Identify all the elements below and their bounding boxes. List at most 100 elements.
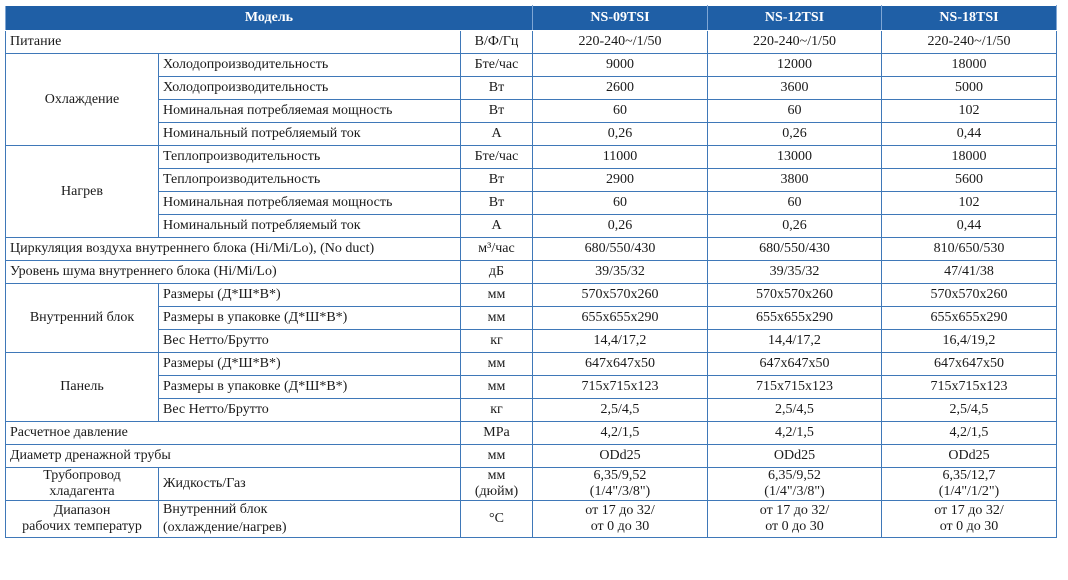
value-line: (1/4"/1/2")	[938, 484, 1000, 499]
cell-value: ODd25	[881, 444, 1057, 468]
value-line: от 17 до 32/	[934, 503, 1004, 518]
row-unit: Бте/час	[460, 145, 533, 169]
row-label: Уровень шума внутреннего блока (Hi/Mi/Lo…	[5, 260, 461, 284]
cell-value: 570x570x260	[532, 283, 708, 307]
table-row: Номинальная потребляемая мощность Вт 60 …	[6, 191, 1057, 215]
row-label: Номинальный потребляемый ток	[158, 122, 461, 146]
row-unit: мм	[460, 375, 533, 399]
cell-value: 220-240~/1/50	[881, 30, 1057, 54]
group-label: Панель	[5, 352, 159, 422]
value-line: от 0 до 30	[939, 519, 999, 534]
row-label: Циркуляция воздуха внутреннего блока (Hi…	[5, 237, 461, 261]
cell-value: 6,35/12,7 (1/4"/1/2")	[881, 467, 1057, 501]
cell-value: от 17 до 32/ от 0 до 30	[707, 500, 882, 538]
table-row: Уровень шума внутреннего блока (Hi/Mi/Lo…	[5, 260, 1057, 284]
row-unit: мм	[460, 283, 533, 307]
model-header: Модель	[5, 5, 533, 31]
cell-value: 4,2/1,5	[707, 421, 882, 445]
value-line: от 0 до 30	[765, 519, 824, 534]
cell-value: от 17 до 32/ от 0 до 30	[881, 500, 1057, 538]
row-unit: Вт	[460, 191, 533, 215]
cell-value: 680/550/430	[707, 237, 882, 261]
cell-value: 39/35/32	[707, 260, 882, 284]
cell-value: 14,4/17,2	[707, 329, 882, 353]
cell-value: 655x655x290	[707, 306, 882, 330]
cell-value: 5600	[881, 168, 1057, 192]
table-row: Номинальный потребляемый ток А 0,26 0,26…	[6, 214, 1057, 238]
group-label: Внутренний блок	[5, 283, 159, 353]
value-line: 6,35/12,7	[942, 468, 996, 484]
cell-value: 13000	[707, 145, 882, 169]
group-label: Трубопровод хладагента	[5, 467, 159, 501]
group-label-line: Диапазон	[53, 503, 111, 518]
cell-value: 102	[881, 191, 1057, 215]
table-row: Питание В/Ф/Гц 220-240~/1/50 220-240~/1/…	[5, 30, 1057, 54]
cell-value: 680/550/430	[532, 237, 708, 261]
value-line: от 17 до 32/	[759, 503, 830, 518]
group-label-line: Трубопровод	[43, 468, 121, 484]
group-label: Охлаждение	[5, 53, 159, 146]
cell-value: 6,35/9,52 (1/4"/3/8")	[707, 467, 882, 501]
cell-value: 16,4/19,2	[881, 329, 1057, 353]
cell-value: 3800	[707, 168, 882, 192]
table-row: Панель Размеры (Д*Ш*В*) мм 647x647x50 64…	[5, 352, 1057, 422]
row-unit: °C	[460, 500, 533, 538]
table-row: Размеры в упаковке (Д*Ш*В*) мм 655x655x2…	[6, 306, 1057, 330]
cell-value: 0,44	[881, 214, 1057, 238]
cell-value: 0,26	[707, 214, 882, 238]
row-unit: Вт	[460, 76, 533, 100]
cell-value: 2,5/4,5	[881, 398, 1057, 422]
cell-value: 3600	[707, 76, 882, 100]
cell-value: 220-240~/1/50	[707, 30, 882, 54]
cell-value: 0,26	[532, 214, 708, 238]
row-unit: Бте/час	[460, 53, 533, 77]
cell-value: 570x570x260	[707, 283, 882, 307]
value-line: от 17 до 32/	[585, 503, 655, 518]
cell-value: 11000	[532, 145, 708, 169]
cell-value: 2,5/4,5	[532, 398, 708, 422]
group-label: Диапазон рабочих температур	[5, 500, 159, 538]
group-label-line: рабочих температур	[22, 519, 142, 534]
row-unit: мм	[460, 444, 533, 468]
cell-value: 2900	[532, 168, 708, 192]
row-label: Вес Нетто/Брутто	[158, 329, 461, 353]
cell-value: ODd25	[532, 444, 708, 468]
cell-value: 60	[707, 191, 882, 215]
value-line: (1/4"/3/8")	[764, 484, 825, 499]
cell-value: ODd25	[707, 444, 882, 468]
unit-line: мм	[487, 468, 506, 484]
row-unit: м³/час	[460, 237, 533, 261]
value-line: от 0 до 30	[590, 519, 650, 534]
cell-value: 9000	[532, 53, 708, 77]
model-name: NS-12TSI	[707, 5, 882, 31]
cell-value: 6,35/9,52 (1/4"/3/8")	[532, 467, 708, 501]
row-unit: мм	[460, 352, 533, 376]
cell-value: 47/41/38	[881, 260, 1057, 284]
cell-value: 647x647x50	[532, 352, 708, 376]
cell-value: 5000	[881, 76, 1057, 100]
row-label: Холодопроизводительность	[158, 76, 461, 100]
row-label: Вес Нетто/Брутто	[158, 398, 461, 422]
cell-value: 39/35/32	[532, 260, 708, 284]
row-label: Холодопроизводительность	[158, 53, 461, 77]
spec-table: Модель NS-09TSI NS-12TSI NS-18TSI Питани…	[5, 5, 1057, 538]
row-unit: Вт	[460, 99, 533, 123]
table-row: Номинальная потребляемая мощность Вт 60 …	[6, 99, 1057, 123]
cell-value: 12000	[707, 53, 882, 77]
table-row: Вес Нетто/Брутто кг 14,4/17,2 14,4/17,2 …	[6, 329, 1057, 353]
row-label: Теплопроизводительность	[158, 168, 461, 192]
model-name: NS-09TSI	[532, 5, 708, 31]
row-unit: мм	[460, 306, 533, 330]
group-label-line: хладагента	[49, 484, 115, 499]
cell-value: 2600	[532, 76, 708, 100]
table-row: Вес Нетто/Брутто кг 2,5/4,5 2,5/4,5 2,5/…	[6, 398, 1057, 422]
group-label: Нагрев	[5, 145, 159, 238]
cell-value: 715x715x123	[881, 375, 1057, 399]
cell-value: 60	[532, 99, 708, 123]
row-unit: кг	[460, 398, 533, 422]
table-row: Охлаждение Холодопроизводительность Бте/…	[5, 53, 1057, 146]
cell-value: 2,5/4,5	[707, 398, 882, 422]
label-line: (охлаждение/нагрев)	[163, 520, 287, 535]
row-unit: А	[460, 122, 533, 146]
table-row: Размеры в упаковке (Д*Ш*В*) мм 715x715x1…	[6, 375, 1057, 399]
